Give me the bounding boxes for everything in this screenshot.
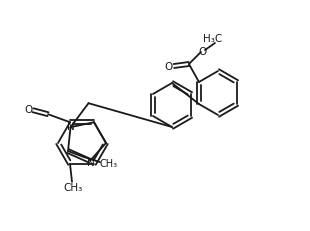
Text: CH₃: CH₃ — [100, 158, 118, 168]
Text: H₃C: H₃C — [203, 34, 223, 44]
Text: O: O — [24, 105, 32, 115]
Text: N: N — [67, 122, 75, 132]
Text: O: O — [199, 47, 207, 57]
Text: O: O — [165, 62, 173, 72]
Text: N: N — [86, 157, 94, 167]
Text: CH₃: CH₃ — [63, 182, 83, 192]
